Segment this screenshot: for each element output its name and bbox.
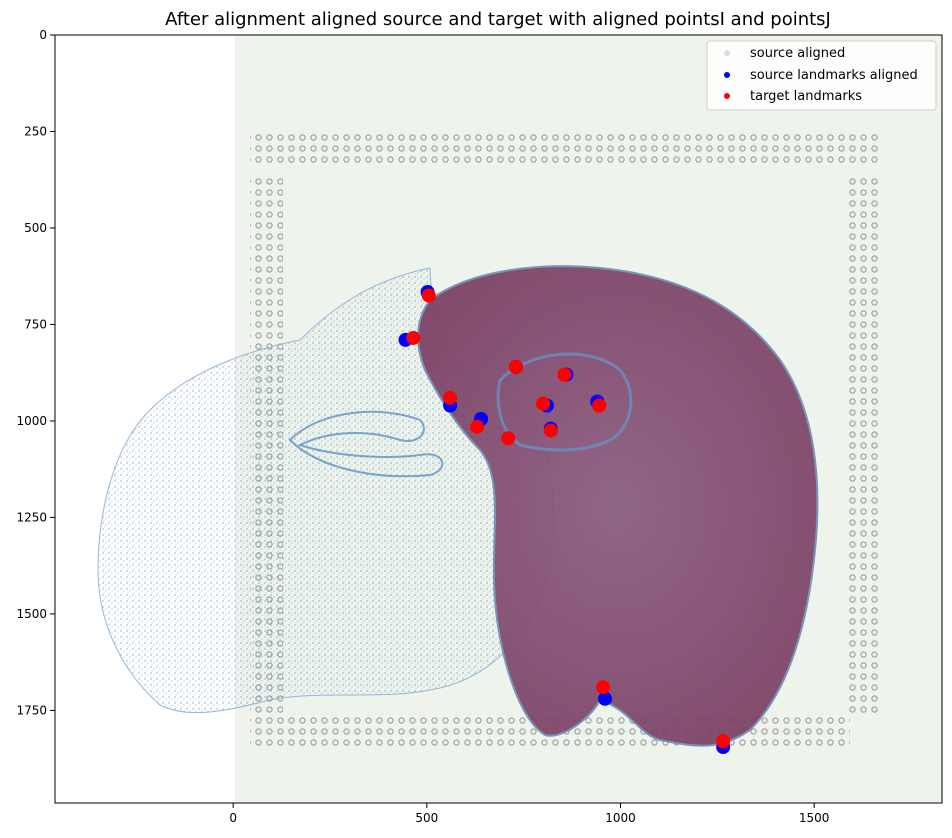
histology-background-image bbox=[97, 35, 942, 803]
target-landmark-point bbox=[406, 330, 421, 345]
legend-label-target-landmarks: target landmarks bbox=[750, 89, 862, 104]
y-tick-label: 500 bbox=[24, 221, 47, 235]
y-axis: 0 250 500 750 1000 1250 1500 1750 bbox=[16, 28, 55, 717]
legend-label-source-aligned: source aligned bbox=[750, 46, 845, 61]
target-landmarks-series bbox=[406, 288, 731, 749]
y-tick-label: 1000 bbox=[16, 414, 47, 428]
plot-frame bbox=[54, 34, 943, 804]
legend-marker-source-landmarks bbox=[724, 72, 730, 78]
y-tick-label: 1750 bbox=[16, 703, 47, 717]
target-landmark-point bbox=[443, 390, 458, 405]
fiducial-frame-right bbox=[845, 175, 878, 715]
y-tick-label: 0 bbox=[39, 28, 47, 42]
target-landmark-point bbox=[596, 680, 611, 695]
x-tick-label: 500 bbox=[415, 811, 438, 825]
fiducial-frame-top bbox=[250, 131, 878, 164]
legend-box bbox=[706, 40, 937, 111]
x-tick-label: 1500 bbox=[799, 811, 830, 825]
chart-title: After alignment aligned source and targe… bbox=[165, 9, 831, 30]
x-axis: 0 500 1000 1500 bbox=[229, 803, 829, 825]
y-tick-label: 1500 bbox=[16, 607, 47, 621]
x-tick-label: 0 bbox=[229, 811, 237, 825]
legend-marker-source-aligned bbox=[724, 50, 730, 56]
y-tick-label: 750 bbox=[24, 317, 47, 331]
legend: source aligned source landmarks aligned … bbox=[706, 40, 937, 111]
target-landmark-point bbox=[501, 431, 516, 446]
legend-label-source-landmarks: source landmarks aligned bbox=[750, 68, 918, 83]
target-landmark-point bbox=[536, 396, 551, 411]
hippocampus-outline-source bbox=[288, 410, 444, 478]
target-landmark-point bbox=[470, 419, 485, 434]
target-tissue-section bbox=[417, 265, 819, 747]
target-landmark-point bbox=[543, 423, 558, 438]
legend-marker-target-landmarks bbox=[724, 93, 730, 99]
target-landmark-point bbox=[716, 734, 731, 749]
x-tick-label: 1000 bbox=[605, 811, 636, 825]
target-landmark-point bbox=[592, 398, 607, 413]
y-tick-label: 1250 bbox=[16, 510, 47, 524]
source-landmark-point bbox=[598, 691, 613, 706]
target-landmark-point bbox=[557, 367, 572, 382]
y-tick-label: 250 bbox=[24, 124, 47, 138]
target-landmark-point bbox=[508, 359, 523, 374]
target-landmark-point bbox=[421, 288, 436, 303]
plot-area bbox=[97, 35, 942, 803]
